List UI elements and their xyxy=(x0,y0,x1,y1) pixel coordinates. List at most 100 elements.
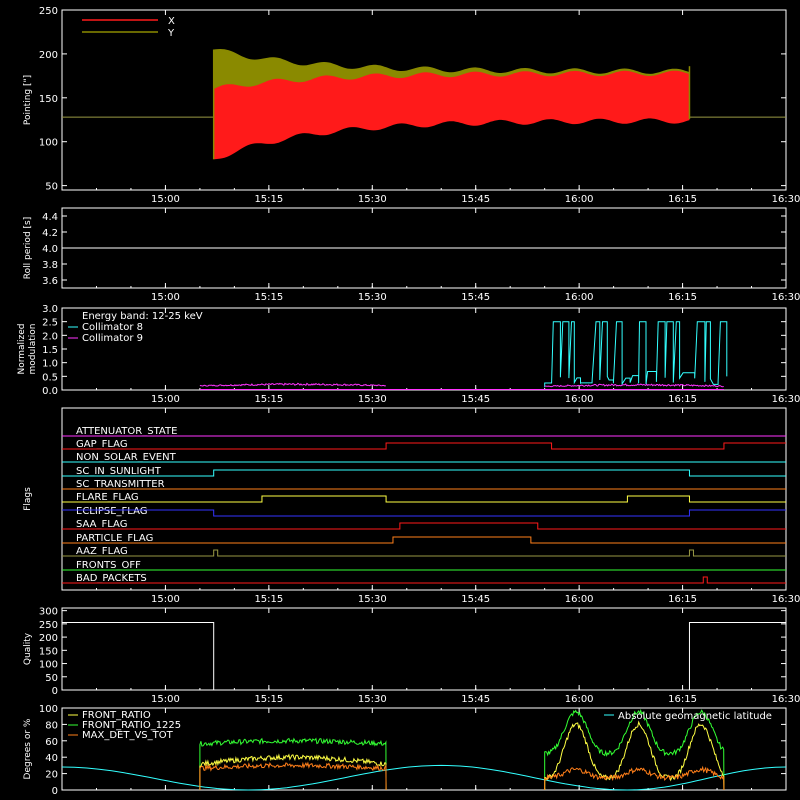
flag-label-aaz-flag: AAZ_FLAG xyxy=(76,546,128,557)
x-tick-label: 15:30 xyxy=(358,194,387,205)
y-tick-label: 100 xyxy=(39,660,58,671)
collimator-9-line xyxy=(199,382,387,387)
y-tick-label: 150 xyxy=(39,646,58,657)
flag-line-saa-flag xyxy=(62,522,786,530)
flag-label-non-solar-event: NON_SOLAR_EVENT xyxy=(76,452,177,463)
flag-label-saa-flag: SAA_FLAG xyxy=(76,519,127,530)
y-tick-label: 0.5 xyxy=(42,372,58,383)
x-tick-label: 16:30 xyxy=(772,594,800,605)
panel-quality: 15:00 15:15 15:30 15:45 16:00 16:15 16:30 Quali… xyxy=(23,607,800,705)
series-max-det-vs-tot xyxy=(544,765,725,791)
collimator-9-line xyxy=(544,383,724,388)
ratios-frame xyxy=(61,707,787,791)
x-tick-label: 15:15 xyxy=(254,394,283,405)
flag-line-eclipse-flag xyxy=(62,509,786,517)
y-tick-label: 80 xyxy=(45,720,58,731)
x-tick-label: 16:00 xyxy=(565,694,594,705)
x-tick-label: 15:45 xyxy=(461,694,490,705)
geomagnetic-latitude-line xyxy=(61,764,787,791)
y-axis-label-line: Normalized xyxy=(17,323,27,374)
x-tick-label: 16:15 xyxy=(668,594,697,605)
x-tick-label: 15:30 xyxy=(358,394,387,405)
y-tick-label: 100 xyxy=(39,704,58,715)
series-front-ratio xyxy=(199,753,387,791)
flag-line-bad-packets xyxy=(62,576,786,584)
x-tick-label: 15:15 xyxy=(254,694,283,705)
y-tick-label: 250 xyxy=(39,620,58,631)
y-tick-label: 300 xyxy=(39,607,58,618)
pointing-band-X xyxy=(213,70,690,160)
legend-label-Y: Y xyxy=(167,28,175,39)
x-tick-label: 15:45 xyxy=(461,394,490,405)
y-tick-label: 3.0 xyxy=(42,304,58,315)
y-tick-label: 150 xyxy=(39,94,58,105)
y-tick-label: 1.5 xyxy=(42,345,58,356)
y-tick-label: 200 xyxy=(39,633,58,644)
x-tick-label: 15:00 xyxy=(151,292,180,303)
panel-ratios: Degrees or % FRONT_RATIOFRONT_RATIO_1225M… xyxy=(23,704,787,797)
legend-label: MAX_DET_VS_TOT xyxy=(82,730,174,741)
y-axis-label: Quality xyxy=(23,632,33,665)
quality-line xyxy=(62,622,786,691)
flag-label-sc-in-sunlight: SC_IN_SUNLIGHT xyxy=(76,466,162,477)
flag-label-sc-transmitter: SC_TRANSMITTER xyxy=(76,479,165,490)
x-tick-label: 15:30 xyxy=(358,694,387,705)
quality-frame xyxy=(61,607,787,691)
flag-line-aaz-flag xyxy=(62,549,786,557)
y-tick-label: 3.6 xyxy=(42,276,58,287)
panel-roll_period: 15:00 15:15 15:30 15:45 16:00 16:15 16:30 Roll … xyxy=(23,207,800,303)
collimator-8-line xyxy=(544,321,728,388)
x-tick-label: 16:30 xyxy=(772,694,800,705)
x-tick-label: 15:45 xyxy=(461,292,490,303)
legend-label: Energy band: 12-25 keV xyxy=(82,311,203,322)
legend-label: FRONT_RATIO_1225 xyxy=(82,720,181,731)
x-tick-label: 16:00 xyxy=(565,194,594,205)
x-tick-label: 16:15 xyxy=(668,194,697,205)
y-tick-label: 50 xyxy=(45,673,58,684)
series-front-ratio xyxy=(544,720,725,791)
x-tick-label: 15:15 xyxy=(254,194,283,205)
y-tick-label: 1.0 xyxy=(42,359,58,370)
flag-label-bad-packets: BAD_PACKETS xyxy=(76,573,147,584)
flag-line-sc-in-sunlight xyxy=(62,469,786,477)
legend-label: Collimator 9 xyxy=(82,333,143,344)
x-tick-label: 16:00 xyxy=(565,594,594,605)
y-tick-label: 0 xyxy=(52,786,58,797)
x-tick-label: 16:30 xyxy=(772,394,800,405)
y-axis-label: Roll period [s] xyxy=(23,217,33,279)
y-tick-label: 40 xyxy=(45,753,58,764)
flag-line-flare-flag xyxy=(62,495,786,503)
x-tick-label: 15:00 xyxy=(151,694,180,705)
legend-label-X: X xyxy=(168,16,175,27)
x-tick-label: 15:00 xyxy=(151,194,180,205)
y-tick-label: 60 xyxy=(45,737,58,748)
y-tick-label: 200 xyxy=(39,50,58,61)
y-tick-label: 250 xyxy=(39,6,58,17)
y-axis-label-line: modulation xyxy=(28,324,38,375)
x-tick-label: 15:30 xyxy=(358,594,387,605)
flag-label-eclipse-flag: ECLIPSE_FLAG xyxy=(76,506,147,517)
legend-label: Collimator 8 xyxy=(82,322,143,333)
x-tick-label: 15:45 xyxy=(461,594,490,605)
flag-label-flare-flag: FLARE_FLAG xyxy=(76,492,139,503)
x-tick-label: 16:15 xyxy=(668,694,697,705)
y-tick-label: 20 xyxy=(45,770,58,781)
flags-frame xyxy=(61,407,787,591)
flag-label-attenuator-state: ATTENUATOR_STATE xyxy=(76,426,177,437)
pointing-frame xyxy=(61,9,787,191)
x-tick-label: 16:30 xyxy=(772,194,800,205)
x-tick-label: 15:30 xyxy=(358,292,387,303)
x-tick-label: 16:15 xyxy=(668,292,697,303)
panel-flags: 15:00 15:15 15:30 15:45 16:00 16:15 16:30 Flags… xyxy=(23,407,800,605)
x-tick-label: 16:15 xyxy=(668,394,697,405)
flag-line-particle-flag xyxy=(62,536,786,544)
x-tick-label: 16:00 xyxy=(565,292,594,303)
y-tick-label: 4.0 xyxy=(42,244,58,255)
flag-label-fronts-off: FRONTS_OFF xyxy=(76,560,141,571)
y-axis-label: Degrees or % xyxy=(23,718,33,779)
y-tick-label: 4.2 xyxy=(42,228,58,239)
y-tick-label: 2.5 xyxy=(42,318,58,329)
y-tick-label: 2.0 xyxy=(42,331,58,342)
y-tick-label: 50 xyxy=(45,182,58,193)
